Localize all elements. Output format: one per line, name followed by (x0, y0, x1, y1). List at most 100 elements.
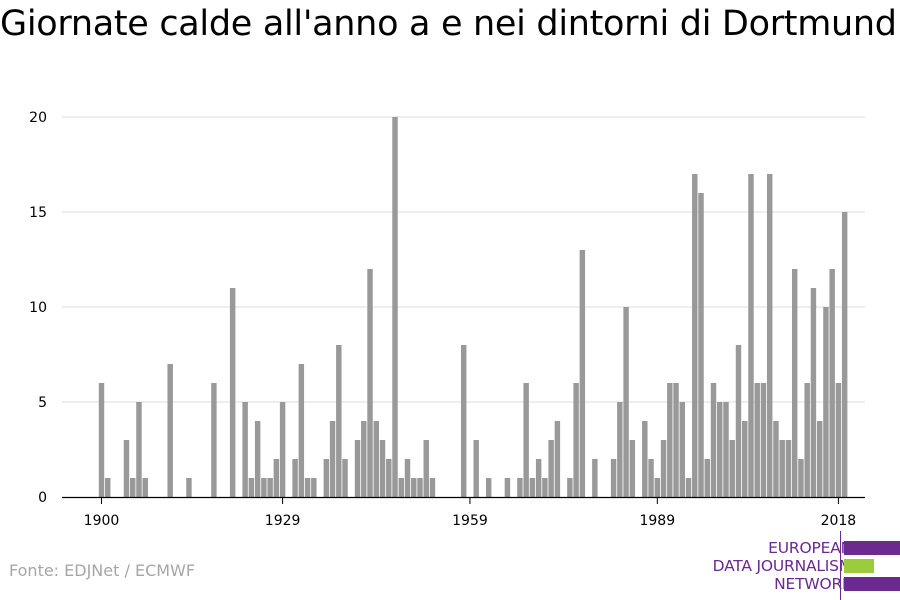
bar (748, 174, 754, 497)
bar (248, 478, 255, 497)
bar (123, 440, 130, 497)
bar (542, 478, 548, 497)
y-tick-label: 10 (29, 300, 47, 316)
bar (710, 383, 717, 497)
bar (361, 421, 367, 497)
bar (667, 383, 673, 497)
bar (735, 345, 742, 497)
bar (254, 421, 261, 497)
bar (623, 307, 629, 497)
bar (392, 117, 398, 497)
bar (186, 478, 192, 497)
logo-divider (840, 531, 841, 600)
bar (329, 421, 336, 497)
bar (105, 478, 111, 497)
bar (292, 459, 298, 497)
bar (835, 383, 842, 497)
bar (267, 478, 273, 497)
bar (273, 459, 280, 497)
bar (136, 402, 142, 497)
bar (460, 345, 467, 497)
bar (760, 383, 767, 497)
bar (336, 345, 342, 497)
bar (654, 478, 661, 497)
y-tick-label: 0 (38, 490, 47, 506)
bar (211, 383, 217, 497)
bar (685, 478, 692, 497)
bar (804, 383, 810, 497)
y-tick-label: 15 (29, 205, 47, 221)
bar (548, 440, 554, 497)
bar (810, 288, 817, 497)
bar (523, 383, 529, 497)
bar (642, 421, 648, 497)
bar (98, 383, 105, 497)
bar (648, 459, 654, 497)
bar (323, 459, 330, 497)
bar (342, 459, 348, 497)
bar (411, 478, 417, 497)
bar (579, 250, 586, 497)
bar (417, 478, 423, 497)
bar (673, 383, 679, 497)
bar (429, 478, 436, 497)
source-note: Fonte: EDJNet / ECMWF (9, 561, 196, 580)
bar (629, 440, 636, 497)
bar (311, 478, 317, 497)
bar (167, 364, 173, 497)
logo-bar-purple-top (844, 541, 900, 555)
bar (766, 174, 773, 497)
bar (373, 421, 380, 497)
bar (823, 307, 829, 497)
bar (816, 421, 823, 497)
bar (692, 174, 698, 497)
x-tick-label: 1989 (639, 513, 675, 529)
y-tick-label: 5 (38, 395, 47, 411)
logo-bar-green (844, 559, 874, 573)
bar (404, 459, 411, 497)
x-tick-label: 1959 (452, 513, 488, 529)
logo-text-line-3: NETWORK (774, 575, 852, 593)
bar (298, 364, 305, 497)
logo-bar-purple-bottom (844, 577, 900, 591)
bar (304, 478, 311, 497)
bar (379, 440, 386, 497)
bar (423, 440, 429, 497)
y-tick-label: 20 (29, 110, 47, 126)
bar (485, 478, 492, 497)
bar (791, 269, 798, 497)
logo-text-line-2: DATA JOURNALISM (712, 557, 853, 575)
bar (242, 402, 248, 497)
bar (367, 269, 373, 497)
bar-chart: 0 5 10 15 20 1900 1929 1959 1989 2018 (29, 110, 865, 529)
x-tick-label: 1929 (265, 513, 301, 529)
edjnet-logo: EUROPEAN DATA JOURNALISM NETWORK (680, 531, 900, 600)
bar (229, 288, 236, 497)
bar (773, 421, 779, 497)
bar (754, 383, 760, 497)
bar (535, 459, 542, 497)
bar (473, 440, 479, 497)
bar (130, 478, 136, 497)
bar (279, 402, 286, 497)
bar (398, 478, 404, 497)
bar (567, 478, 573, 497)
bar (573, 383, 579, 497)
bar (517, 478, 523, 497)
x-tick-label: 1900 (84, 513, 120, 529)
bar (261, 478, 267, 497)
bar (592, 459, 598, 497)
bar (729, 440, 735, 497)
bar (529, 478, 536, 497)
bar (717, 402, 723, 497)
bar (698, 193, 704, 497)
chart-title: Giornate calde all'anno a e nei dintorni… (0, 4, 897, 44)
bar (798, 459, 804, 497)
bar (354, 440, 361, 497)
bar (779, 440, 785, 497)
bar (660, 440, 667, 497)
bar (704, 459, 710, 497)
bar (386, 459, 392, 497)
bar (723, 402, 729, 497)
bar (841, 212, 848, 497)
